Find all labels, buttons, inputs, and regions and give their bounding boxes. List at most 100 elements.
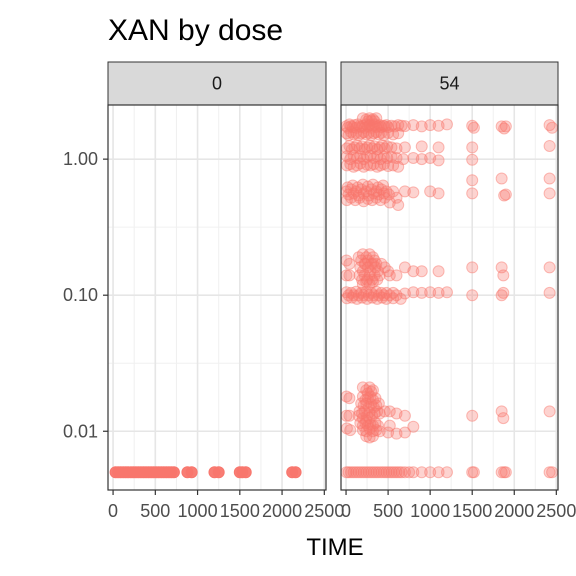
data-point — [407, 420, 420, 433]
data-point — [371, 150, 384, 163]
data-point — [345, 466, 358, 479]
data-point — [362, 466, 375, 479]
data-point — [382, 188, 395, 201]
data-point — [398, 287, 411, 300]
data-point — [394, 292, 407, 305]
data-point — [372, 289, 385, 302]
data-point — [424, 185, 437, 198]
data-point — [355, 397, 368, 410]
data-point — [368, 269, 381, 282]
data-point — [395, 119, 408, 132]
data-point — [360, 276, 373, 289]
data-point — [374, 159, 387, 172]
data-point — [348, 141, 361, 154]
data-point — [358, 269, 371, 282]
data-point — [366, 425, 379, 438]
data-point — [387, 292, 400, 305]
data-point — [378, 120, 391, 133]
data-point — [347, 149, 360, 162]
data-point — [346, 121, 359, 134]
y-tick-label: 0.01 — [63, 421, 98, 441]
data-point — [289, 466, 302, 479]
data-point — [361, 158, 374, 171]
y-tick-label: 0.10 — [63, 285, 98, 305]
data-point — [407, 466, 420, 479]
data-point — [360, 425, 373, 438]
panel-border — [340, 104, 559, 491]
data-point — [370, 399, 383, 412]
data-point — [364, 149, 377, 162]
data-point — [376, 139, 389, 152]
data-point — [363, 278, 376, 291]
data-point — [358, 121, 371, 134]
data-point — [353, 405, 366, 418]
data-point — [350, 292, 363, 305]
data-point — [385, 119, 398, 132]
data-point — [390, 151, 403, 164]
data-point — [364, 390, 377, 403]
data-point — [361, 120, 374, 133]
data-point — [352, 409, 365, 422]
data-point — [366, 119, 379, 132]
data-point — [377, 179, 390, 192]
data-point — [363, 139, 376, 152]
data-point — [432, 466, 445, 479]
data-point — [368, 115, 381, 128]
data-point — [407, 286, 420, 299]
data-point — [345, 191, 358, 204]
data-point — [349, 194, 362, 207]
data-point — [364, 418, 377, 431]
data-point — [360, 128, 373, 141]
data-point — [361, 392, 374, 405]
x-tick-label: 1000 — [178, 501, 218, 521]
data-point — [355, 254, 368, 267]
data-point — [342, 289, 355, 302]
data-point — [375, 126, 388, 139]
data-point — [407, 265, 420, 278]
data-point — [407, 151, 420, 164]
data-point — [467, 466, 480, 479]
data-point — [498, 466, 511, 479]
data-point — [350, 139, 363, 152]
data-point — [378, 142, 391, 155]
data-point — [388, 120, 401, 133]
data-point — [367, 158, 380, 171]
data-point — [398, 261, 411, 274]
data-point — [365, 286, 378, 299]
data-point — [383, 419, 396, 432]
data-point — [361, 115, 374, 128]
data-point — [356, 265, 369, 278]
data-point — [361, 273, 374, 286]
data-point — [352, 289, 365, 302]
data-point — [390, 466, 403, 479]
data-point — [350, 121, 363, 134]
data-point — [407, 119, 420, 132]
data-point — [355, 286, 368, 299]
data-point — [381, 151, 394, 164]
data-point — [347, 128, 360, 141]
data-point — [366, 257, 379, 270]
data-point — [390, 142, 403, 155]
data-point — [350, 126, 363, 139]
data-point — [374, 153, 387, 166]
data-point — [392, 199, 405, 212]
data-point — [403, 466, 416, 479]
data-point — [407, 186, 420, 199]
data-point — [383, 405, 396, 418]
x-tick-label: 2500 — [304, 501, 344, 521]
data-point — [373, 269, 386, 282]
data-point — [378, 405, 391, 418]
data-point — [355, 466, 368, 479]
data-point — [366, 276, 379, 289]
data-point — [367, 187, 380, 200]
x-tick-label: 1000 — [410, 501, 450, 521]
data-point — [366, 113, 379, 126]
data-point — [497, 412, 510, 425]
data-point — [359, 257, 372, 270]
data-point — [351, 118, 364, 131]
data-point — [390, 289, 403, 302]
facet-strip — [107, 61, 327, 106]
data-point — [366, 142, 379, 155]
data-point — [372, 466, 385, 479]
data-point — [367, 127, 380, 140]
